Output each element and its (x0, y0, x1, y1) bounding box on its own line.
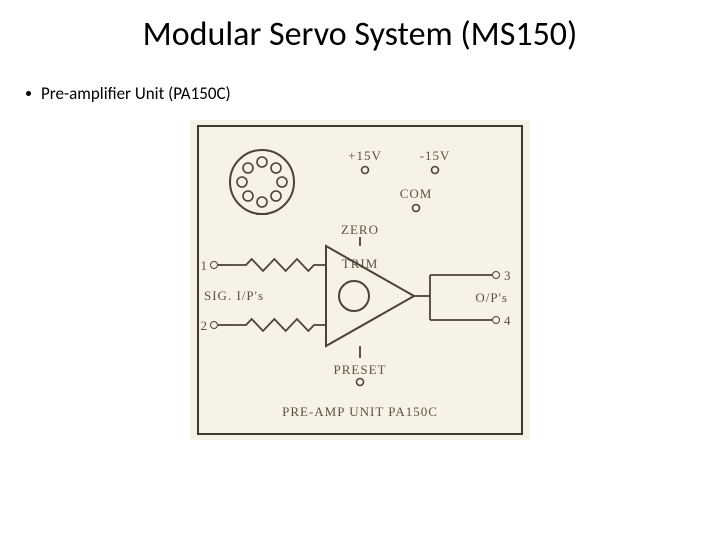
plus15v-label: +15V (348, 148, 382, 163)
schematic: +15V -15V COM ZERO TRIM PRESET 1 SIG. I/… (190, 120, 530, 440)
minus15v-label: -15V (420, 148, 451, 163)
page-title: Modular Servo System (MS150) (0, 14, 720, 55)
preset-label: PRESET (334, 362, 387, 377)
pin4-label: 4 (504, 313, 512, 328)
zero-label: ZERO (341, 222, 379, 237)
pin3-label: 3 (504, 268, 512, 283)
sig-ips-label: SIG. I/P's (204, 288, 264, 303)
paper-bg (190, 120, 530, 440)
unit-label: PRE-AMP UNIT PA150C (282, 404, 438, 419)
schematic-svg: +15V -15V COM ZERO TRIM PRESET 1 SIG. I/… (190, 120, 530, 440)
ops-label: O/P's (475, 290, 508, 305)
bullet-text: Pre-amplifier Unit (PA150C) (41, 83, 231, 104)
bullet-row: Pre-amplifier Unit (PA150C) (26, 83, 720, 104)
pin2-label: 2 (201, 318, 209, 333)
com-label: COM (400, 186, 433, 201)
bullet-dot-icon (26, 91, 31, 96)
pin1-label: 1 (201, 258, 209, 273)
